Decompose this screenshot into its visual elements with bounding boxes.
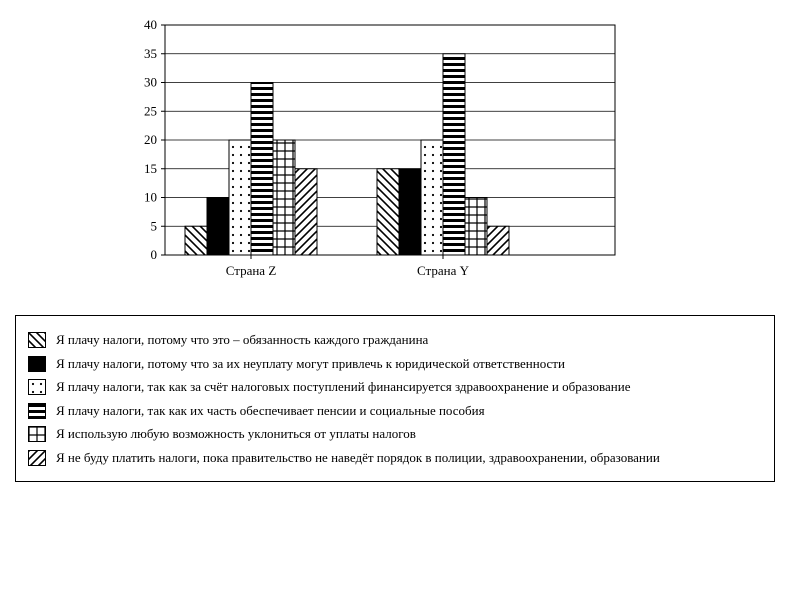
legend-swatch-5 <box>28 450 46 466</box>
svg-text:15: 15 <box>144 161 157 176</box>
svg-text:Страна Y: Страна Y <box>417 263 470 278</box>
svg-text:5: 5 <box>151 218 158 233</box>
svg-text:20: 20 <box>144 132 157 147</box>
legend-item: Я плачу налоги, так как за счёт налоговы… <box>28 377 762 397</box>
svg-text:30: 30 <box>144 75 157 90</box>
svg-text:25: 25 <box>144 103 157 118</box>
bar-chart: 0 5 10 15 20 25 30 35 40 Страна Z Страна Y <box>125 15 665 295</box>
svg-text:Страна Z: Страна Z <box>226 263 277 278</box>
legend-swatch-4 <box>28 426 46 442</box>
legend-label: Я плачу налоги, потому что это – обязанн… <box>56 330 762 350</box>
svg-text:0: 0 <box>151 247 158 262</box>
legend-swatch-2 <box>28 379 46 395</box>
legend: Я плачу налоги, потому что это – обязанн… <box>15 315 775 482</box>
legend-item: Я плачу налоги, так как их часть обеспеч… <box>28 401 762 421</box>
svg-text:40: 40 <box>144 17 157 32</box>
legend-swatch-1 <box>28 356 46 372</box>
legend-label: Я использую любую возможность уклониться… <box>56 424 762 444</box>
legend-item: Я использую любую возможность уклониться… <box>28 424 762 444</box>
legend-swatch-3 <box>28 403 46 419</box>
chart-svg: 0 5 10 15 20 25 30 35 40 Страна Z Страна Y <box>125 15 665 295</box>
legend-label: Я плачу налоги, так как за счёт налоговы… <box>56 377 762 397</box>
legend-label: Я плачу налоги, так как их часть обеспеч… <box>56 401 762 421</box>
legend-swatch-0 <box>28 332 46 348</box>
legend-item: Я не буду платить налоги, пока правитель… <box>28 448 762 468</box>
svg-text:10: 10 <box>144 190 157 205</box>
legend-item: Я плачу налоги, потому что это – обязанн… <box>28 330 762 350</box>
legend-item: Я плачу налоги, потому что за их неуплат… <box>28 354 762 374</box>
legend-label: Я плачу налоги, потому что за их неуплат… <box>56 354 762 374</box>
svg-text:35: 35 <box>144 46 157 61</box>
legend-label: Я не буду платить налоги, пока правитель… <box>56 448 762 468</box>
